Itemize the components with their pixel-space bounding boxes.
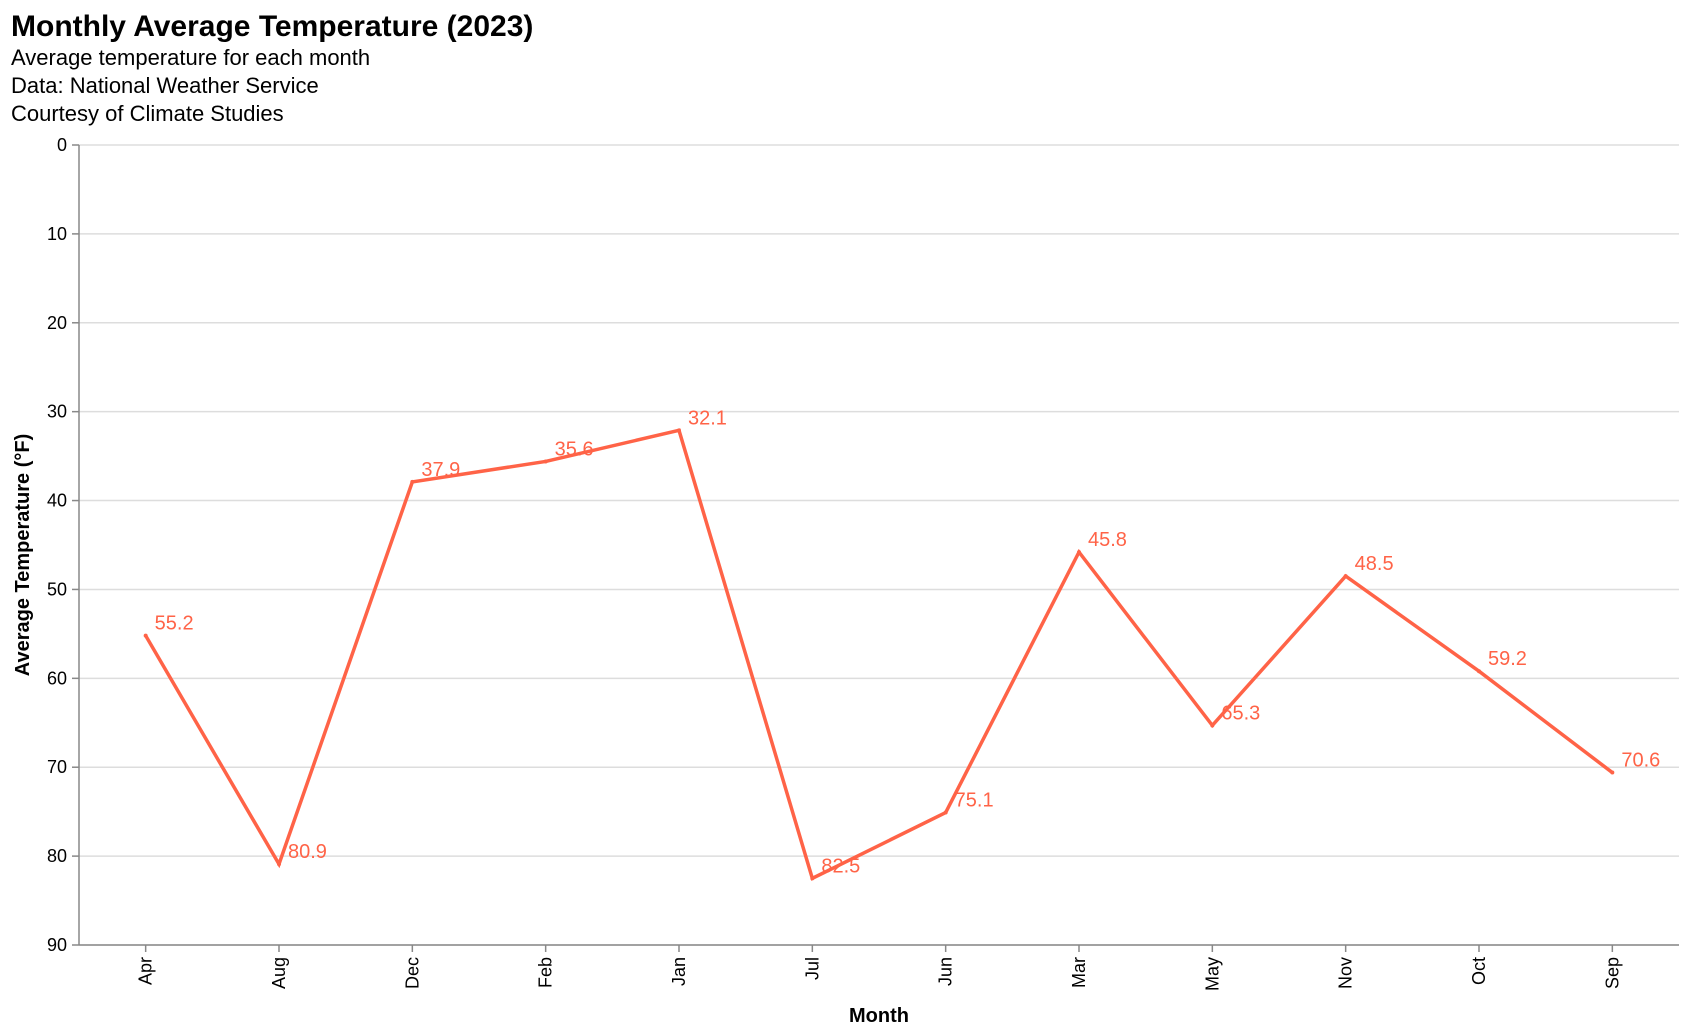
x-axis-title: Month bbox=[849, 1005, 909, 1027]
data-point bbox=[1477, 669, 1481, 674]
data-label: 55.2 bbox=[155, 613, 194, 635]
data-label: 65.3 bbox=[1221, 702, 1260, 724]
x-tick-label: Nov bbox=[1336, 957, 1356, 989]
gridlines bbox=[79, 144, 1679, 946]
x-tick-label: Dec bbox=[402, 957, 422, 989]
chart-subtitle-line-2: Data: National Weather Service bbox=[11, 73, 319, 98]
data-label: 35.6 bbox=[555, 438, 594, 460]
y-tick-label: 50 bbox=[47, 579, 67, 599]
data-label: 37.9 bbox=[421, 459, 460, 481]
x-tick-label: Jul bbox=[802, 957, 822, 980]
chart-title: Monthly Average Temperature (2023) bbox=[11, 10, 533, 43]
y-tick-label: 40 bbox=[47, 491, 67, 511]
chart-subtitle-line-3: Courtesy of Climate Studies bbox=[11, 101, 284, 126]
y-tick-label: 0 bbox=[57, 135, 67, 155]
temperature-series-line bbox=[144, 428, 1614, 881]
x-tick-label: Jan bbox=[669, 957, 689, 986]
data-point bbox=[543, 459, 548, 464]
y-tick-label: 30 bbox=[47, 402, 67, 422]
x-tick-label: Feb bbox=[536, 957, 556, 988]
data-point bbox=[943, 810, 948, 815]
data-point bbox=[143, 633, 148, 638]
data-label: 75.1 bbox=[955, 790, 994, 812]
y-tick-label: 20 bbox=[47, 313, 67, 333]
axes: 0 10 20 30 40 50 60 70 80 90 Apr Aug Dec Feb Jan Jul Jun… bbox=[47, 135, 1679, 991]
data-point bbox=[1210, 723, 1215, 728]
data-point bbox=[810, 876, 815, 881]
x-tick-label: Aug bbox=[269, 957, 289, 989]
data-point bbox=[1077, 550, 1081, 555]
data-point bbox=[410, 479, 415, 484]
data-point bbox=[277, 862, 281, 867]
y-tick-label: 90 bbox=[47, 935, 67, 955]
x-tick-label: Apr bbox=[136, 957, 156, 985]
x-tick-label: Mar bbox=[1069, 957, 1089, 988]
x-tick-label: Jun bbox=[936, 957, 956, 986]
chart-subtitle-line-1: Average temperature for each month bbox=[11, 45, 370, 70]
data-labels: 55.2 80.9 37.9 35.6 32.1 82.5 75.1 45.8 65.3 48.5… bbox=[155, 407, 1661, 877]
y-tick-label: 60 bbox=[47, 668, 67, 688]
data-label: 32.1 bbox=[688, 407, 727, 429]
y-tick-label: 10 bbox=[47, 224, 67, 244]
y-tick-label: 70 bbox=[47, 757, 67, 777]
data-label: 70.6 bbox=[1621, 750, 1660, 772]
data-label: 82.5 bbox=[821, 855, 860, 877]
y-tick-label: 80 bbox=[47, 846, 67, 866]
x-tick-label: Sep bbox=[1602, 957, 1622, 989]
x-tick-label: Oct bbox=[1469, 957, 1489, 985]
data-label: 48.5 bbox=[1355, 553, 1394, 575]
data-point bbox=[1610, 770, 1615, 775]
chart-header: Monthly Average Temperature (2023) Avera… bbox=[11, 10, 533, 126]
x-tick-label: May bbox=[1202, 957, 1222, 991]
data-label: 45.8 bbox=[1088, 529, 1127, 551]
data-point bbox=[1343, 574, 1348, 579]
series-layer bbox=[143, 428, 1615, 881]
data-label: 59.2 bbox=[1488, 648, 1527, 670]
y-axis-title: Average Temperature (°F) bbox=[12, 434, 34, 677]
data-label: 80.9 bbox=[288, 841, 327, 863]
data-point bbox=[677, 428, 681, 433]
